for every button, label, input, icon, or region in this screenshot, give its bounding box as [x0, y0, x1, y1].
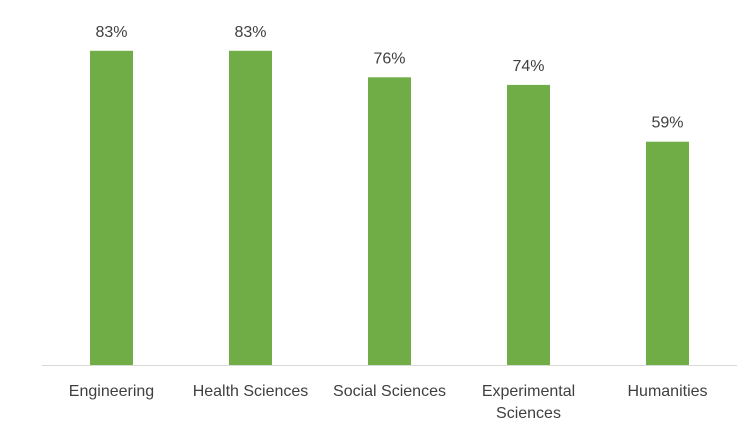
- bar-0: [90, 50, 133, 366]
- category-label-4: Humanities: [627, 383, 707, 400]
- data-label-2: 76%: [373, 50, 405, 67]
- category-label-line: Experimental: [482, 383, 575, 400]
- category-label-2: Social Sciences: [333, 383, 446, 400]
- category-label-0: Engineering: [69, 383, 154, 400]
- category-labels-group: Engineering Health Sciences Social Science…: [69, 383, 708, 422]
- bar-4: [646, 141, 689, 365]
- category-label-3: Experimental Sciences: [482, 383, 575, 422]
- bar-3: [507, 84, 550, 366]
- data-label-1: 83%: [234, 24, 266, 41]
- category-label-line: Engineering: [69, 383, 154, 400]
- bar-2: [368, 77, 411, 366]
- value-labels-group: 83% 83% 76% 74% 59%: [95, 24, 683, 132]
- category-label-line: Health Sciences: [193, 383, 309, 400]
- bars-group: [90, 50, 689, 366]
- data-label-4: 59%: [651, 115, 683, 132]
- data-label-0: 83%: [95, 24, 127, 41]
- data-label-3: 74%: [512, 58, 544, 75]
- category-label-line: Humanities: [627, 383, 707, 400]
- category-label-line: Social Sciences: [333, 383, 446, 400]
- category-label-line: Sciences: [496, 405, 561, 422]
- bar-1: [229, 50, 272, 366]
- category-label-1: Health Sciences: [193, 383, 309, 400]
